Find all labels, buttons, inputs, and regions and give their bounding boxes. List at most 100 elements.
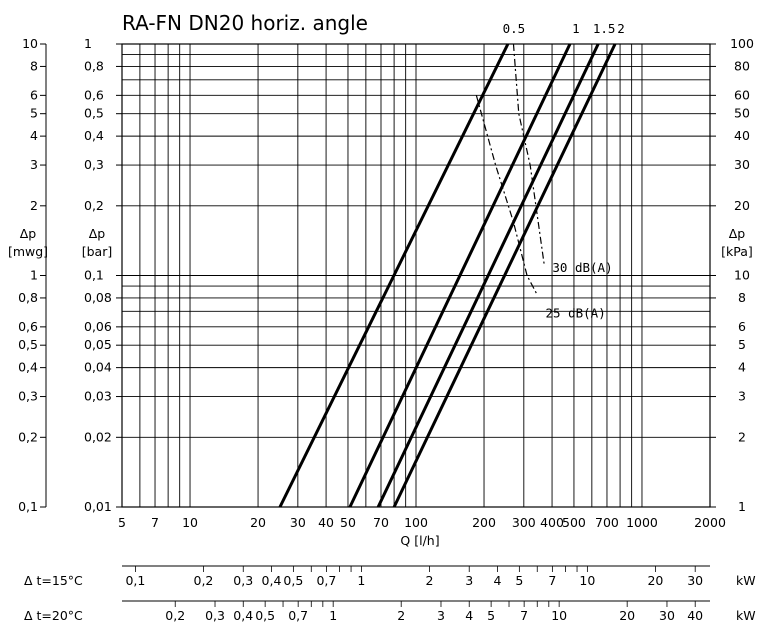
y-tick-label-kpa: 20 [734,198,750,213]
y-tick-label-bar: 0,08 [84,290,112,305]
y-tick-label-mwg: 3 [30,157,38,172]
y-tick-label-bar: 0,2 [84,198,104,213]
power-tick-label: 20 [619,608,635,623]
series-label: 1 [572,21,580,36]
y-tick-label-mwg: 0,4 [18,360,38,375]
y-tick-label-bar: 0,05 [84,337,112,352]
power-tick-label: 0,5 [283,573,303,588]
power-tick-label: 40 [687,608,703,623]
y-label-kpa-symbol: Δp [729,226,746,241]
y-tick-label-kpa: 10 [734,268,750,283]
y-tick-label-kpa: 5 [738,337,746,352]
y-tick-label-kpa: 60 [734,87,750,102]
x-tick-label: 5 [118,515,126,530]
power-tick-label: 2 [397,608,405,623]
y-tick-label-bar: 0,03 [84,389,112,404]
x-tick-label: 1000 [626,515,658,530]
y-label-bar-unit: [bar] [82,244,113,259]
y-tick-label-kpa: 4 [738,360,746,375]
series-label: 1.5 [593,21,616,36]
series-line-1 [278,43,510,508]
noise-label: 25 dB(A) [546,305,606,320]
power-tick-label: 30 [687,573,703,588]
power-scale-15-unit: kW [736,573,756,588]
power-tick-label: 0,3 [205,608,225,623]
y-tick-label-kpa: 2 [738,429,746,444]
y-tick-label-bar: 0,8 [84,58,104,73]
power-scale-15-label: Δ t=15°C [24,573,83,588]
y-tick-label-mwg: 8 [30,58,38,73]
power-tick-label: 3 [465,573,473,588]
power-tick-label: 0,2 [165,608,185,623]
power-tick-label: 1 [329,608,337,623]
power-tick-label: 0,1 [125,573,145,588]
y-tick-label-mwg: 2 [30,198,38,213]
x-tick-label: 20 [250,515,266,530]
y-tick-label-mwg: 0,8 [18,290,38,305]
x-tick-label: 40 [318,515,334,530]
x-tick-label: 10 [182,515,198,530]
y-tick-label-mwg: 0,1 [18,499,38,514]
power-tick-label: 0,5 [255,608,275,623]
x-tick-label: 7 [151,515,159,530]
power-tick-label: 7 [520,608,528,623]
y-tick-label-bar: 0,1 [84,268,104,283]
y-tick-label-mwg: 6 [30,87,38,102]
power-tick-label: 20 [647,573,663,588]
y-label-bar-symbol: Δp [89,226,106,241]
power-tick-label: 0,3 [233,573,253,588]
x-tick-label: 500 [562,515,586,530]
noise-line-1 [512,43,545,267]
labels: 1086543210,80,60,50,40,30,20,110,80,60,5… [18,21,754,623]
y-tick-label-kpa: 6 [738,319,746,334]
x-axis-label: Q [l/h] [400,533,439,548]
noise-label: 30 dB(A) [552,260,612,275]
power-tick-label: 10 [579,573,595,588]
power-tick-label: 0,7 [316,573,336,588]
y-tick-label-bar: 0,02 [84,429,112,444]
y-tick-label-mwg: 10 [22,36,38,51]
power-tick-label: 5 [515,573,523,588]
y-tick-label-mwg: 4 [30,128,38,143]
x-tick-label: 300 [512,515,536,530]
power-tick-label: 0,7 [288,608,308,623]
y-tick-label-kpa: 50 [734,106,750,121]
x-tick-label: 400 [540,515,564,530]
power-tick-label: 4 [493,573,501,588]
y-tick-label-kpa: 8 [738,290,746,305]
y-tick-label-kpa: 100 [730,36,754,51]
power-tick-label: 4 [465,608,473,623]
power-scale-20-label: Δ t=20°C [24,608,83,623]
y-tick-label-bar: 0,4 [84,128,104,143]
power-tick-label: 5 [487,608,495,623]
x-tick-label: 700 [595,515,619,530]
y-tick-label-mwg: 1 [30,268,38,283]
y-tick-label-kpa: 3 [738,389,746,404]
y-tick-label-bar: 0,06 [84,319,112,334]
x-tick-label: 70 [373,515,389,530]
x-tick-label: 50 [340,515,356,530]
y-label-kpa-unit: [kPa] [721,244,753,259]
x-tick-label: 100 [404,515,428,530]
x-tick-label: 2000 [694,515,726,530]
y-tick-label-kpa: 1 [738,499,746,514]
y-tick-label-bar: 0,3 [84,157,104,172]
y-tick-label-mwg: 0,6 [18,319,38,334]
y-tick-label-kpa: 30 [734,157,750,172]
series-line-3 [376,43,600,508]
chart-title: RA-FN DN20 horiz. angle [122,11,368,35]
power-tick-label: 3 [437,608,445,623]
series-line-4 [392,43,617,508]
power-tick-label: 0,2 [194,573,214,588]
y-tick-label-mwg: 5 [30,106,38,121]
y-tick-label-mwg: 0,3 [18,389,38,404]
axes [40,43,716,607]
power-tick-label: 2 [425,573,433,588]
y-label-mwg-unit: [mwg] [8,244,48,259]
y-tick-label-bar: 0,04 [84,360,112,375]
y-label-mwg-symbol: Δp [20,226,37,241]
y-tick-label-bar: 0,6 [84,87,104,102]
x-tick-label: 30 [290,515,306,530]
power-scale-20-unit: kW [736,608,756,623]
